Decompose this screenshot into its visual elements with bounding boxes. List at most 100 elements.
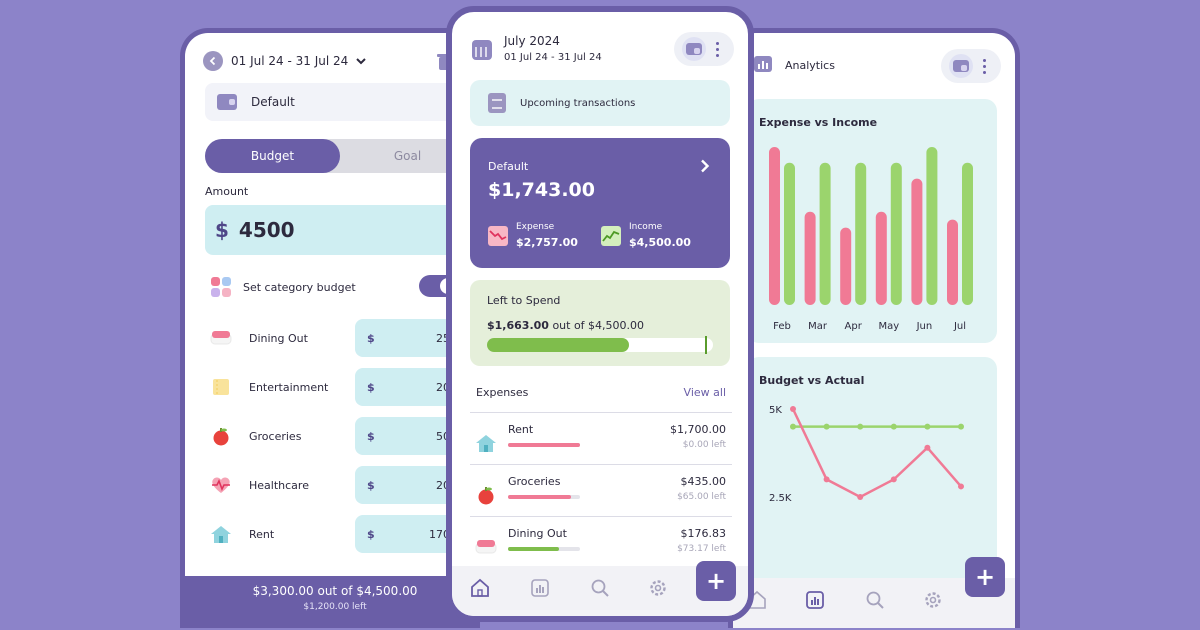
expense-amount: $176.83 xyxy=(680,527,727,540)
house-icon xyxy=(474,431,498,455)
wallet-name: Default xyxy=(488,160,529,173)
chart-icon xyxy=(753,55,773,76)
date-range-label: 01 Jul 24 - 31 Jul 24 xyxy=(504,52,602,63)
sushi-icon xyxy=(474,535,498,559)
budget-goal-switch: Budget Goal xyxy=(205,139,475,173)
more-icon[interactable] xyxy=(983,58,986,74)
expense-row[interactable]: Groceries $435.00 $65.00 left xyxy=(470,464,732,516)
expense-row[interactable]: Rent $1,700.00 $0.00 left xyxy=(470,412,732,464)
search-icon[interactable] xyxy=(865,590,887,612)
bar xyxy=(962,162,973,305)
expense-label: Expense xyxy=(516,222,555,232)
category-row: Entertainment $ 200 xyxy=(209,368,475,406)
expense-summary: Expense $2,757.00 xyxy=(488,222,578,249)
apple-icon xyxy=(474,483,498,507)
date-range-selector[interactable]: 01 Jul 24 - 31 Jul 24 xyxy=(203,51,366,71)
analytics-icon[interactable] xyxy=(805,590,827,612)
apple-icon xyxy=(209,424,233,448)
settings-icon[interactable] xyxy=(648,578,670,600)
search-icon[interactable] xyxy=(590,578,612,600)
settings-icon[interactable] xyxy=(923,590,945,612)
bar xyxy=(784,162,795,305)
expense-amount: $435.00 xyxy=(680,475,727,488)
data-point xyxy=(790,406,796,412)
amount-input[interactable]: $ 4500 xyxy=(205,205,475,255)
x-tick-label: Jul xyxy=(953,321,966,332)
progress-fill xyxy=(487,338,630,352)
balance-card[interactable]: Default $1,743.00 Expense $2,757.00 Inco… xyxy=(470,138,730,268)
house-icon xyxy=(209,522,233,546)
bar xyxy=(804,211,816,305)
date-range-label: 01 Jul 24 - 31 Jul 24 xyxy=(231,54,349,68)
currency-symbol: $ xyxy=(367,331,375,345)
expense-left: $73.17 left xyxy=(677,544,726,554)
expense-row[interactable]: Dining Out $176.83 $73.17 left xyxy=(470,516,732,568)
bar xyxy=(926,147,938,305)
expense-income-chart: Feb Mar Apr May Jun Jul xyxy=(769,147,973,332)
data-point xyxy=(857,494,864,500)
more-icon[interactable] xyxy=(716,41,719,57)
expenses-header: Expenses View all xyxy=(476,386,726,399)
analytics-icon[interactable] xyxy=(530,578,552,600)
expense-progress xyxy=(508,443,580,447)
x-tick-label: Mar xyxy=(808,321,828,332)
add-button[interactable]: + xyxy=(965,557,1005,597)
month-title: July 2024 xyxy=(504,34,560,48)
wallet-icon xyxy=(217,94,237,110)
data-point xyxy=(790,423,796,430)
set-category-label: Set category budget xyxy=(243,280,356,294)
budget-actual-title: Budget vs Actual xyxy=(759,374,865,387)
wallet-selector[interactable]: Default xyxy=(205,83,475,121)
left-to-spend-summary: $1,663.00 out of $4,500.00 xyxy=(487,319,713,332)
period-header[interactable]: July 2024 01 Jul 24 - 31 Jul 24 xyxy=(472,34,602,63)
wallet-button[interactable] xyxy=(682,37,706,61)
balance-amount: $1,743.00 xyxy=(488,179,595,201)
category-name: Rent xyxy=(249,527,275,541)
income-label: Income xyxy=(629,222,663,232)
expense-amount: $1,700.00 xyxy=(670,423,726,436)
data-point xyxy=(890,476,897,483)
x-tick-label: Apr xyxy=(845,321,863,332)
expense-left: $65.00 left xyxy=(677,492,726,502)
y-tick-label: 5K xyxy=(769,405,782,416)
header-actions xyxy=(674,32,734,66)
currency-symbol: $ xyxy=(367,429,375,443)
ticket-icon xyxy=(209,375,233,399)
category-name: Healthcare xyxy=(249,478,309,492)
wallet-icon xyxy=(953,60,969,72)
add-button[interactable]: + xyxy=(696,561,736,601)
expense-progress-fill xyxy=(508,547,560,551)
chevron-right-icon[interactable] xyxy=(700,158,710,177)
home-icon[interactable] xyxy=(470,578,492,600)
chevron-down-icon[interactable] xyxy=(356,54,366,68)
category-row: Healthcare $ 200 xyxy=(209,466,475,504)
income-value: $4,500.00 xyxy=(629,236,691,249)
wallet-icon xyxy=(686,43,702,55)
back-icon[interactable] xyxy=(203,51,223,71)
upcoming-transactions-button[interactable]: Upcoming transactions xyxy=(470,80,730,126)
expense-progress-fill xyxy=(508,443,580,447)
income-summary: Income $4,500.00 xyxy=(601,222,691,249)
category-row: Rent $ 1700 xyxy=(209,515,475,553)
currency-symbol: $ xyxy=(367,478,375,492)
expense-progress-fill xyxy=(508,495,571,499)
view-all-link[interactable]: View all xyxy=(683,386,726,399)
left-to-spend-title: Left to Spend xyxy=(487,294,561,307)
category-grid-icon xyxy=(211,277,231,297)
expenses-title: Expenses xyxy=(476,386,529,399)
left-to-spend-card: Left to Spend $1,663.00 out of $4,500.00 xyxy=(470,280,730,366)
expense-left: $0.00 left xyxy=(682,440,726,450)
expense-name: Rent xyxy=(508,423,534,436)
category-name: Dining Out xyxy=(249,331,308,345)
category-row: Dining Out $ 250 xyxy=(209,319,475,357)
expense-progress xyxy=(508,547,580,551)
x-tick-label: Feb xyxy=(773,321,791,332)
data-point xyxy=(823,476,830,483)
tab-budget[interactable]: Budget xyxy=(205,139,340,173)
wallet-button[interactable] xyxy=(949,54,973,78)
bar xyxy=(947,219,958,305)
left-to-spend-amount: $1,663.00 xyxy=(487,319,549,332)
receipt-icon xyxy=(488,93,506,113)
tab-goal[interactable]: Goal xyxy=(393,149,422,163)
bar xyxy=(911,178,923,305)
